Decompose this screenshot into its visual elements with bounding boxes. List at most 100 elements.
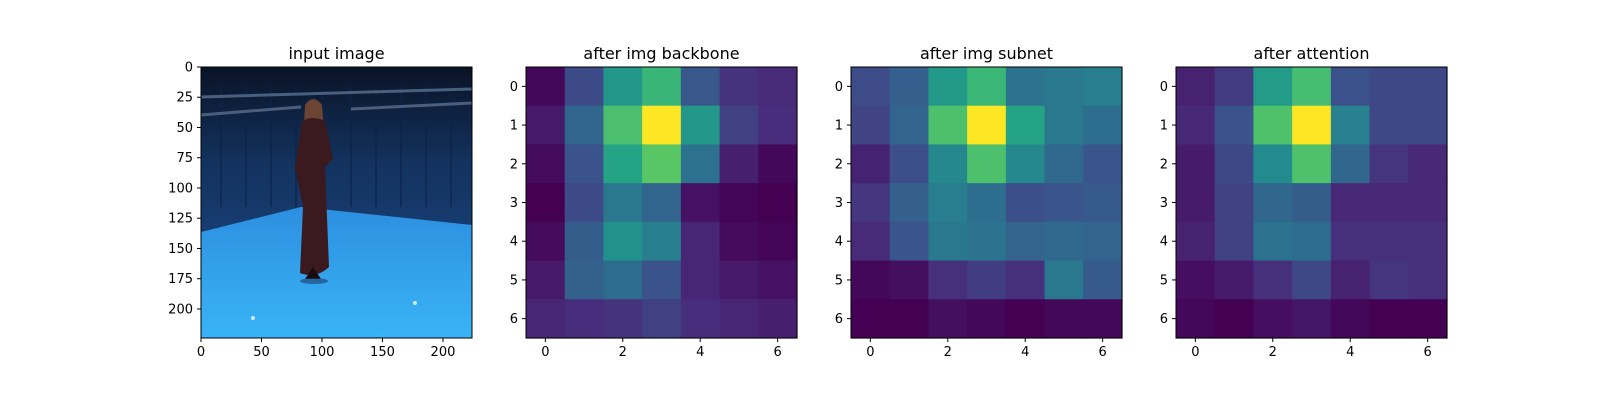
panel-title: input image (288, 44, 384, 63)
heatmap-cell (1083, 221, 1123, 262)
y-tick-label: 2 (835, 157, 843, 172)
heatmap-cell (680, 260, 721, 300)
heatmap-cell (758, 221, 798, 262)
heatmap-cell (564, 183, 605, 223)
heatmap-cell (1369, 183, 1409, 223)
y-tick-label: 0 (835, 80, 843, 95)
heatmap-cell (1044, 299, 1084, 339)
heatmap-cell (928, 183, 968, 223)
heatmap-cell (1044, 105, 1084, 146)
heatmap-cell (1253, 260, 1293, 300)
heatmap-cell (1253, 183, 1293, 223)
heatmap-cell (526, 221, 566, 262)
heatmap-cell (851, 299, 891, 339)
heatmap-cell (526, 67, 566, 107)
panel-title: after attention (1254, 44, 1370, 63)
heatmap-cell (1292, 299, 1332, 339)
y-tick-label: 1 (835, 119, 843, 134)
heatmap-cell (603, 183, 643, 223)
heatmap-cell (526, 299, 566, 339)
x-tick-label: 150 (370, 345, 395, 360)
heatmap-cell (967, 183, 1007, 223)
heatmap-cell (642, 105, 682, 146)
heatmap-cell (1214, 260, 1255, 300)
heatmap-cell (1176, 299, 1216, 339)
panel-after-img-backbone: after img backbone 0 2 4 6 0 1 2 3 4 5 6 (510, 44, 798, 360)
heatmap-cell (928, 260, 968, 300)
heatmap-cell (1005, 221, 1046, 262)
heatmap-cell (719, 221, 759, 262)
heatmap-cell (1330, 183, 1371, 223)
heatmap-cell (1253, 221, 1293, 262)
heatmap-cell (564, 299, 605, 339)
y-tick-label: 6 (510, 312, 518, 327)
heatmap-cell (1214, 221, 1255, 262)
heatmap-cell (851, 183, 891, 223)
y-tick-label: 0 (1160, 80, 1168, 95)
heatmap-cell (1330, 144, 1371, 184)
x-tick-label: 0 (866, 345, 874, 360)
heatmap-cell (758, 183, 798, 223)
heatmap-cell (928, 299, 968, 339)
heatmap-cell (1408, 299, 1448, 339)
x-tick-label: 6 (774, 345, 782, 360)
heatmap-cell (1292, 67, 1332, 107)
heatmap-cell (1005, 67, 1046, 107)
y-tick-label: 0 (185, 61, 193, 76)
x-tick-label: 4 (1021, 345, 1029, 360)
heatmap-cell (1214, 67, 1255, 107)
y-tick-label: 4 (510, 235, 518, 250)
y-tick-label: 150 (168, 242, 193, 257)
heatmap-cell (851, 105, 891, 146)
heatmap-cell (680, 105, 721, 146)
heatmap-cell (603, 299, 643, 339)
heatmap-cell (967, 144, 1007, 184)
heatmap-cell (603, 144, 643, 184)
y-tick-label: 175 (168, 272, 193, 287)
y-tick-label: 25 (176, 91, 193, 106)
y-tick-label: 1 (510, 119, 518, 134)
heatmap-cell (564, 67, 605, 107)
heatmap-cell (1005, 105, 1046, 146)
heatmap-cell (758, 144, 798, 184)
heatmap-cell (1408, 144, 1448, 184)
x-tick-label: 0 (541, 345, 549, 360)
heatmap-cell (603, 260, 643, 300)
heatmap-cell (1214, 183, 1255, 223)
heatmap-cell (1408, 260, 1448, 300)
heatmap-cell (1083, 260, 1123, 300)
heatmap-cell (1176, 67, 1216, 107)
heatmap-cell (758, 260, 798, 300)
heatmap-cell (603, 105, 643, 146)
heatmap-cell (967, 299, 1007, 339)
heatmap-cell (889, 144, 930, 184)
heatmap-cell (564, 221, 605, 262)
heatmap-cell (1253, 299, 1293, 339)
heatmap-cell (1044, 260, 1084, 300)
heatmap-cell (1369, 260, 1409, 300)
heatmap-cell (1044, 67, 1084, 107)
heatmap-cell (719, 105, 759, 146)
heatmap-cell (1292, 260, 1332, 300)
y-tick-label: 3 (1160, 196, 1168, 211)
x-tick-label: 2 (1269, 345, 1277, 360)
heatmap-cell (680, 221, 721, 262)
x-tick-label: 4 (1346, 345, 1354, 360)
heatmap-cell (851, 260, 891, 300)
heatmap-cell (851, 67, 891, 107)
heatmap-cell (889, 299, 930, 339)
heatmap-cell (1369, 105, 1409, 146)
x-tick-label: 0 (197, 345, 205, 360)
heatmap-cell (1005, 260, 1046, 300)
y-tick-label: 6 (835, 312, 843, 327)
heatmap-cell (889, 105, 930, 146)
y-tick-label: 1 (1160, 119, 1168, 134)
heatmap-cell (680, 299, 721, 339)
heatmap-cell (889, 183, 930, 223)
y-tick-label: 5 (1160, 273, 1168, 288)
heatmap-cell (1369, 144, 1409, 184)
heatmap-cell (1044, 183, 1084, 223)
heatmap-cell (526, 260, 566, 300)
heatmap-cell (1176, 105, 1216, 146)
